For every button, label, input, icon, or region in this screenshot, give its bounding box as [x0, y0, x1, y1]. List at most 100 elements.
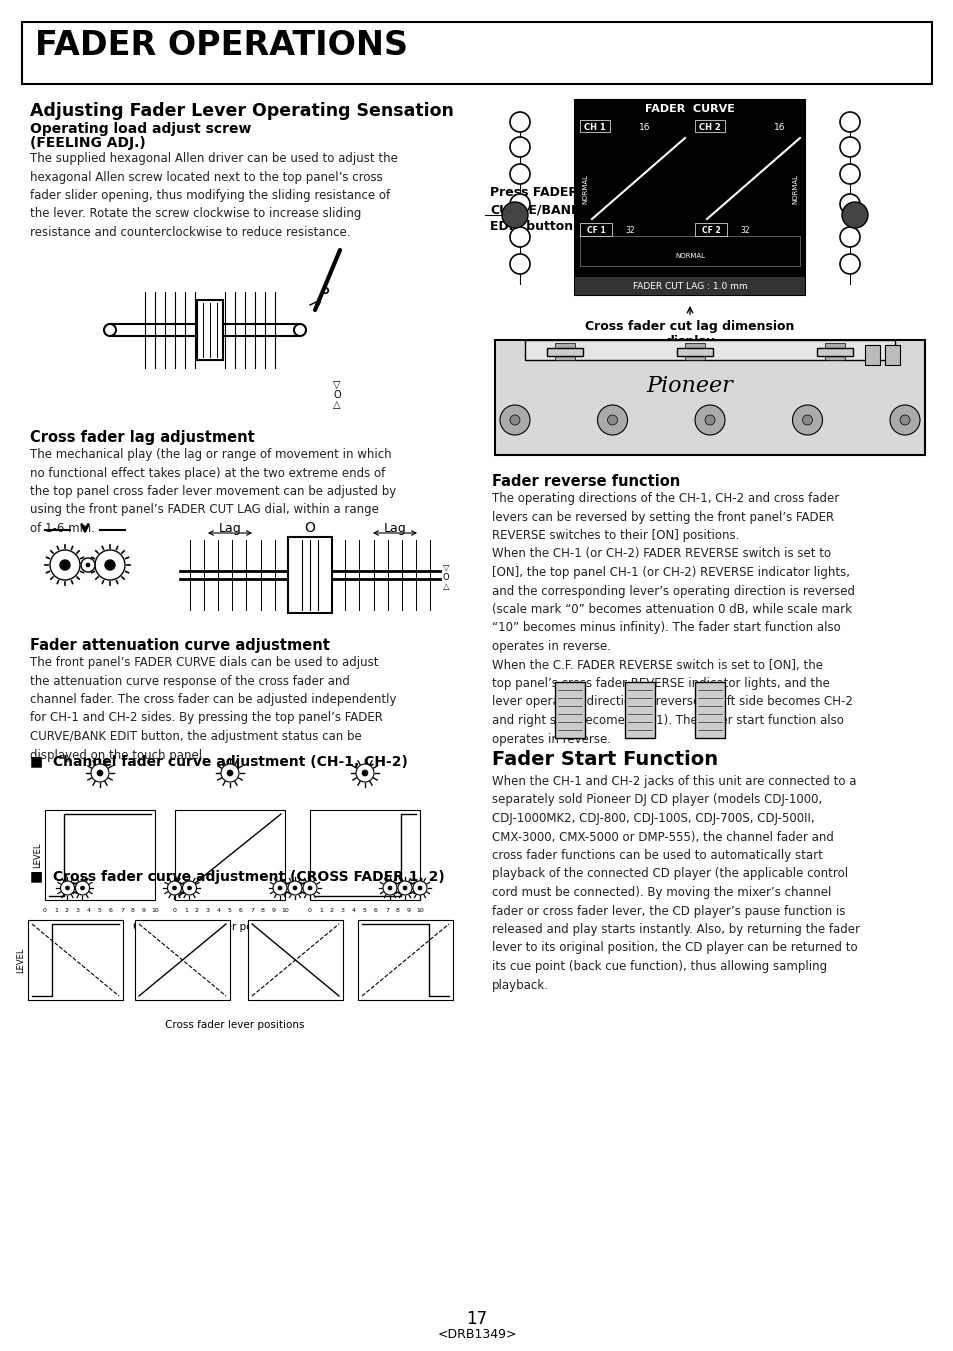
Circle shape: [188, 886, 192, 890]
Text: Adjusting Fader Lever Operating Sensation: Adjusting Fader Lever Operating Sensatio…: [30, 101, 454, 120]
Circle shape: [293, 886, 296, 890]
Text: Lag: Lag: [383, 521, 406, 535]
Circle shape: [355, 765, 374, 782]
Circle shape: [840, 254, 859, 274]
Text: △: △: [333, 400, 340, 409]
Circle shape: [95, 550, 125, 580]
Bar: [684, 343, 704, 359]
Text: 16: 16: [774, 123, 785, 132]
Bar: [575, 277, 804, 295]
Circle shape: [221, 765, 239, 782]
Circle shape: [841, 203, 867, 228]
Text: When the CH-1 and CH-2 jacks of this unit are connected to a
separately sold Pio: When the CH-1 and CH-2 jacks of this uni…: [492, 775, 859, 992]
Circle shape: [501, 203, 527, 228]
Circle shape: [899, 415, 909, 426]
Bar: [555, 343, 575, 359]
Text: 1: 1: [54, 908, 58, 913]
Text: The supplied hexagonal Allen driver can be used to adjust the
hexagonal Allen sc: The supplied hexagonal Allen driver can …: [30, 153, 397, 239]
Text: 4: 4: [87, 908, 91, 913]
Circle shape: [510, 415, 519, 426]
Text: 0: 0: [172, 908, 176, 913]
Bar: [196, 300, 223, 359]
Text: 1: 1: [318, 908, 323, 913]
Circle shape: [294, 324, 306, 336]
Text: LEVEL: LEVEL: [16, 947, 25, 973]
Bar: [174, 811, 285, 900]
Bar: [357, 920, 453, 1000]
Text: 8: 8: [261, 908, 265, 913]
Text: Fader Start Function: Fader Start Function: [492, 750, 718, 769]
Circle shape: [792, 405, 821, 435]
Circle shape: [303, 881, 316, 894]
Text: 9: 9: [272, 908, 275, 913]
Text: Press FADER
CURVE/BANK
EDIT button.: Press FADER CURVE/BANK EDIT button.: [490, 186, 580, 234]
Bar: [579, 236, 800, 266]
Circle shape: [499, 405, 530, 435]
Circle shape: [168, 881, 181, 894]
Circle shape: [80, 886, 85, 890]
Text: NORMAL: NORMAL: [791, 174, 797, 204]
Text: 3: 3: [206, 908, 210, 913]
Text: 16: 16: [639, 123, 650, 132]
Text: 4: 4: [352, 908, 355, 913]
Text: The front panel’s FADER CURVE dials can be used to adjust
the attenuation curve : The front panel’s FADER CURVE dials can …: [30, 657, 396, 762]
Text: △: △: [442, 582, 449, 592]
Text: 1: 1: [184, 908, 188, 913]
Circle shape: [840, 163, 859, 184]
Circle shape: [97, 770, 103, 775]
Text: 32: 32: [740, 226, 749, 235]
Text: O: O: [442, 573, 449, 581]
Text: FADER OPERATIONS: FADER OPERATIONS: [35, 28, 408, 62]
Circle shape: [227, 770, 233, 775]
Text: 7: 7: [120, 908, 124, 913]
Text: Cross fader lag adjustment: Cross fader lag adjustment: [30, 430, 254, 444]
Text: 0: 0: [308, 908, 312, 913]
Circle shape: [510, 163, 530, 184]
Bar: [816, 349, 852, 357]
Circle shape: [597, 405, 627, 435]
Text: 9: 9: [407, 908, 411, 913]
Bar: [579, 120, 609, 132]
Circle shape: [104, 324, 116, 336]
Text: 8: 8: [131, 908, 134, 913]
Circle shape: [361, 770, 368, 775]
Bar: [695, 682, 724, 738]
Bar: [248, 920, 343, 1000]
Circle shape: [172, 886, 176, 890]
Text: Cross fader lever positions: Cross fader lever positions: [165, 1020, 304, 1029]
Text: Cross fader cut lag dimension
display: Cross fader cut lag dimension display: [585, 320, 794, 349]
Circle shape: [840, 195, 859, 213]
Circle shape: [510, 136, 530, 157]
Bar: [45, 811, 154, 900]
Bar: [575, 100, 804, 295]
Bar: [624, 682, 655, 738]
Circle shape: [417, 886, 421, 890]
Text: 9: 9: [142, 908, 146, 913]
Text: 4: 4: [216, 908, 221, 913]
Circle shape: [105, 561, 115, 570]
Circle shape: [510, 112, 530, 132]
Circle shape: [397, 881, 412, 894]
Text: Pioneer: Pioneer: [646, 376, 733, 397]
Text: FADER  CURVE: FADER CURVE: [644, 104, 734, 113]
Text: LEVEL: LEVEL: [33, 842, 42, 867]
Text: <DRB1349>: <DRB1349>: [436, 1328, 517, 1342]
Text: NORMAL: NORMAL: [581, 174, 587, 204]
Text: 6: 6: [109, 908, 112, 913]
Text: CF 1: CF 1: [586, 226, 605, 235]
Circle shape: [413, 881, 427, 894]
Bar: [691, 118, 802, 134]
Text: CF 2: CF 2: [700, 226, 720, 235]
Circle shape: [288, 881, 302, 894]
Circle shape: [382, 881, 396, 894]
Text: CH 2: CH 2: [699, 123, 720, 132]
Text: FADER CUT LAG : 1.0 mm: FADER CUT LAG : 1.0 mm: [632, 282, 746, 290]
Bar: [310, 811, 419, 900]
Text: 10: 10: [151, 908, 159, 913]
Circle shape: [695, 405, 724, 435]
Text: 2: 2: [194, 908, 199, 913]
Text: ▽: ▽: [442, 562, 449, 571]
Circle shape: [840, 136, 859, 157]
Circle shape: [801, 415, 812, 426]
Text: Fader attenuation curve adjustment: Fader attenuation curve adjustment: [30, 638, 330, 653]
